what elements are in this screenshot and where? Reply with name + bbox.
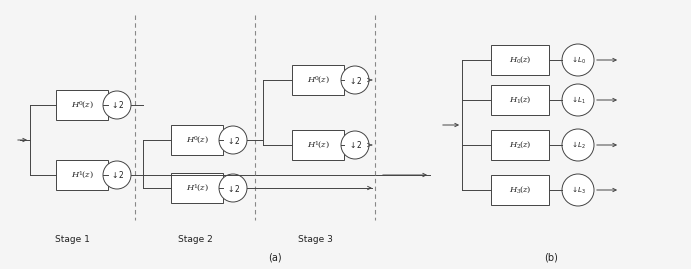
Circle shape bbox=[562, 174, 594, 206]
Text: $H_3\!(z)$: $H_3\!(z)$ bbox=[509, 185, 531, 195]
Bar bbox=[171, 173, 223, 203]
Circle shape bbox=[219, 174, 247, 202]
Bar bbox=[491, 45, 549, 75]
Text: $H^0\!(z)$: $H^0\!(z)$ bbox=[307, 74, 330, 86]
Bar bbox=[56, 160, 108, 190]
Text: $\downarrow\!L_0$: $\downarrow\!L_0$ bbox=[569, 54, 587, 66]
Text: $\downarrow\!2$: $\downarrow\!2$ bbox=[110, 100, 124, 111]
Text: $H^1\!(z)$: $H^1\!(z)$ bbox=[186, 182, 209, 194]
Bar bbox=[292, 130, 344, 160]
Bar bbox=[491, 175, 549, 205]
Circle shape bbox=[341, 131, 369, 159]
Text: $H^0\!(z)$: $H^0\!(z)$ bbox=[186, 134, 209, 146]
Text: $H_0\!(z)$: $H_0\!(z)$ bbox=[509, 55, 531, 65]
Text: $H_1\!(z)$: $H_1\!(z)$ bbox=[509, 95, 531, 105]
Text: $H^1\!(z)$: $H^1\!(z)$ bbox=[307, 139, 330, 151]
Text: $H^1\!(z)$: $H^1\!(z)$ bbox=[70, 169, 93, 181]
Text: (a): (a) bbox=[268, 253, 282, 263]
Text: $\downarrow\!2$: $\downarrow\!2$ bbox=[348, 75, 362, 86]
Circle shape bbox=[341, 66, 369, 94]
Circle shape bbox=[103, 161, 131, 189]
Text: $\downarrow\!L_3$: $\downarrow\!L_3$ bbox=[570, 185, 586, 196]
Bar bbox=[56, 90, 108, 120]
Text: $\downarrow\!L_1$: $\downarrow\!L_1$ bbox=[570, 94, 586, 106]
Bar bbox=[292, 65, 344, 95]
Text: $\downarrow\!L_2$: $\downarrow\!L_2$ bbox=[570, 139, 586, 151]
Circle shape bbox=[219, 126, 247, 154]
Circle shape bbox=[562, 84, 594, 116]
Circle shape bbox=[103, 91, 131, 119]
Text: $\downarrow\!2$: $\downarrow\!2$ bbox=[110, 169, 124, 180]
Bar bbox=[491, 85, 549, 115]
Text: Stage 2: Stage 2 bbox=[178, 235, 212, 245]
Text: $H^0\!(z)$: $H^0\!(z)$ bbox=[70, 99, 93, 111]
Bar bbox=[491, 130, 549, 160]
Text: Stage 3: Stage 3 bbox=[298, 235, 332, 245]
Text: $\downarrow\!2$: $\downarrow\!2$ bbox=[348, 140, 362, 150]
Text: $\downarrow\!2$: $\downarrow\!2$ bbox=[226, 134, 240, 146]
Text: (b): (b) bbox=[544, 253, 558, 263]
Bar bbox=[171, 125, 223, 155]
Text: Stage 1: Stage 1 bbox=[55, 235, 90, 245]
Circle shape bbox=[562, 129, 594, 161]
Circle shape bbox=[562, 44, 594, 76]
Text: $H_2\!(z)$: $H_2\!(z)$ bbox=[509, 140, 531, 150]
Text: $\downarrow\!2$: $\downarrow\!2$ bbox=[226, 182, 240, 193]
